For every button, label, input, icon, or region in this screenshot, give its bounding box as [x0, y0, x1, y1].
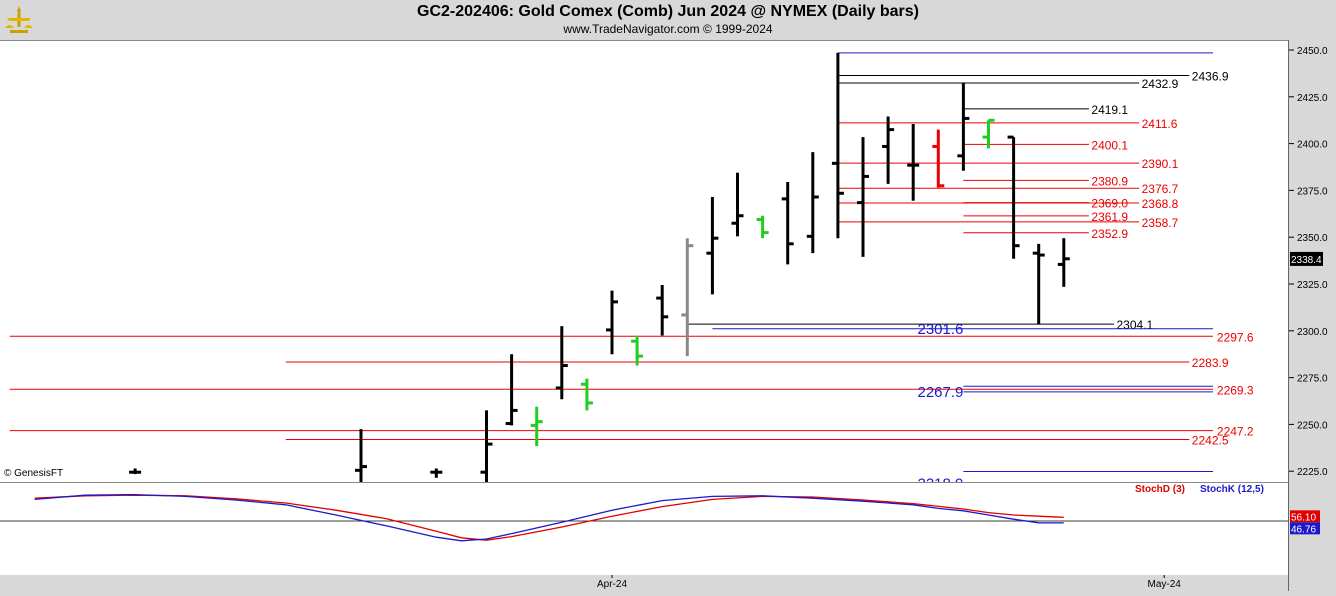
ohlc-bar-12[interactable]	[706, 197, 719, 295]
chart-subtitle: www.TradeNavigator.com © 1999-2024	[563, 22, 773, 36]
y-tick-1: 2425.0	[1297, 93, 1328, 104]
ohlc-bar-14[interactable]	[756, 215, 769, 239]
level-label-14: 2304.1	[1117, 318, 1154, 332]
level-label-1: 2436.9	[1192, 70, 1229, 84]
y-tick-5: 2325.0	[1297, 280, 1328, 291]
level-label-10: 2368.8	[1142, 197, 1179, 211]
ohlc-bar-20[interactable]	[907, 124, 920, 201]
level-label-22: 2242.5	[1192, 433, 1229, 447]
level-label-8: 2376.7	[1142, 182, 1179, 196]
level-label-13: 2352.9	[1091, 227, 1128, 241]
ohlc-bar-1[interactable]	[355, 429, 367, 482]
ohlc-bar-19[interactable]	[882, 116, 895, 184]
ohlc-bar-23[interactable]	[982, 118, 995, 149]
ohlc-bar-11[interactable]	[681, 238, 694, 357]
stochastic-chart[interactable]	[0, 483, 1288, 576]
y-tick-9: 2225.0	[1297, 467, 1328, 478]
ohlc-bar-2[interactable]	[430, 468, 443, 478]
y-axis: 2450.0 2425.0 2400.0 2375.0 2350.0 2325.0 2300…	[1288, 40, 1336, 591]
y-tick-3: 2375.0	[1297, 186, 1328, 197]
y-tick-7: 2275.0	[1297, 374, 1328, 385]
last-k-box	[1290, 522, 1320, 535]
ohlc-bar-13[interactable]	[731, 172, 744, 237]
level-label-6: 2390.1	[1142, 157, 1179, 171]
last-price-label: 2338.4	[1291, 255, 1322, 266]
y-tick-0: 2450.0	[1297, 46, 1328, 57]
ohlc-bar-21[interactable]	[932, 129, 945, 188]
price-panel[interactable]: 2449.02436.92432.92419.12411.62400.12390…	[0, 40, 1288, 493]
ohlc-bar-7[interactable]	[580, 378, 593, 411]
level-label-16: 2297.6	[1217, 330, 1254, 344]
ohlc-bar-16[interactable]	[806, 152, 819, 254]
level-label-11: 2361.9	[1091, 210, 1128, 224]
indicator-line-0	[34, 494, 1064, 541]
last-price-box	[1290, 251, 1323, 266]
x-tick-1: May-24	[1148, 579, 1182, 590]
x-tick-0: Apr-24	[597, 579, 627, 590]
level-label-20: 2267.9	[918, 384, 964, 401]
price-chart[interactable]: 2449.02436.92432.92419.12411.62400.12390…	[0, 41, 1288, 493]
level-label-9: 2369.0	[1091, 197, 1128, 211]
copyright-label: © GenesisFT	[4, 468, 64, 479]
y-tick-2: 2400.0	[1297, 140, 1328, 151]
ohlc-bar-15[interactable]	[781, 182, 794, 265]
ohlc-bar-26[interactable]	[1057, 238, 1070, 287]
level-label-12: 2358.7	[1142, 216, 1179, 230]
ohlc-bar-25[interactable]	[1032, 243, 1045, 325]
level-label-21: 2247.2	[1217, 425, 1254, 439]
chart-title: GC2-202406: Gold Comex (Comb) Jun 2024 @…	[417, 3, 919, 20]
x-axis: Apr-24 May-24	[0, 575, 1288, 591]
ohlc-bar-4[interactable]	[505, 354, 518, 426]
level-label-15: 2301.6	[918, 321, 964, 338]
level-label-7: 2380.9	[1091, 174, 1128, 188]
ohlc-bar-22[interactable]	[957, 82, 970, 171]
ohlc-bar-5[interactable]	[530, 406, 543, 446]
ohlc-bar-9[interactable]	[631, 335, 644, 366]
ohlc-bar-10[interactable]	[656, 285, 669, 336]
y-tick-6: 2300.0	[1297, 327, 1328, 338]
level-label-3: 2419.1	[1091, 103, 1128, 117]
last-d-label: 56.10	[1291, 512, 1316, 523]
ohlc-bar-17[interactable]	[831, 52, 844, 239]
ohlc-bar-8[interactable]	[606, 290, 618, 355]
ohlc-bar-18[interactable]	[857, 137, 869, 257]
y-tick-8: 2250.0	[1297, 420, 1328, 431]
last-d-box	[1290, 510, 1320, 523]
level-label-2: 2432.9	[1142, 77, 1179, 91]
level-label-4: 2411.6	[1142, 117, 1178, 131]
ohlc-bar-0[interactable]	[129, 468, 142, 475]
level-label-19: 2269.3	[1217, 383, 1254, 397]
last-k-label: 46.76	[1291, 524, 1316, 535]
ohlc-bar-3[interactable]	[480, 410, 493, 482]
genesis-logo-icon	[2, 2, 36, 36]
level-label-5: 2400.1	[1091, 138, 1128, 152]
indicator-panel[interactable]	[0, 482, 1288, 576]
indicator-line-1	[34, 493, 1064, 542]
ohlc-bar-24[interactable]	[1007, 135, 1020, 259]
ohlc-bar-6[interactable]	[555, 326, 568, 400]
y-tick-4: 2350.0	[1297, 233, 1328, 244]
chart-header: GC2-202406: Gold Comex (Comb) Jun 2024 @…	[0, 0, 1336, 40]
legend-stochk: StochK (12,5)	[1200, 484, 1264, 495]
level-label-17: 2283.9	[1192, 356, 1229, 370]
legend-stochd: StochD (3)	[1135, 484, 1185, 495]
